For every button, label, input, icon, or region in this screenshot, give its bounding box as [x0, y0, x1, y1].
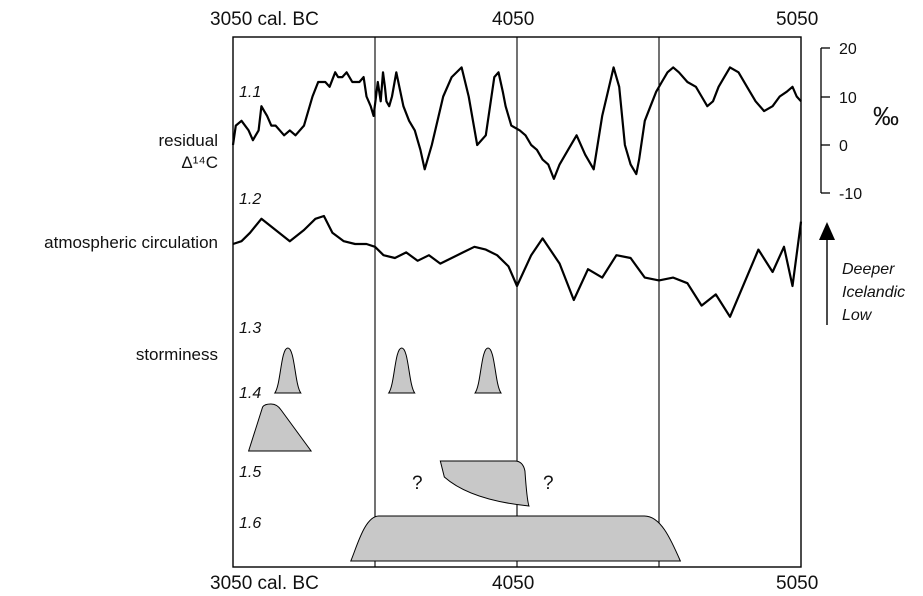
x-tick-top-4050: 4050 — [492, 9, 534, 30]
arrow-label-line1: Deeper — [842, 261, 895, 278]
residual-c14-line — [231, 66, 802, 180]
question-mark-left: ? — [412, 473, 423, 494]
right-axis — [820, 47, 830, 194]
right-tick-20: 20 — [839, 41, 857, 58]
panel-label-1-2: 1.2 — [239, 191, 261, 208]
panel-label-1-3: 1.3 — [239, 320, 261, 337]
storm-interval-1-5 — [439, 460, 530, 507]
x-tick-top-5050: 5050 — [776, 9, 818, 30]
x-tick-top-3050: 3050 cal. BC — [210, 9, 319, 30]
right-tick-0: 0 — [839, 138, 848, 155]
storm-interval-1-6 — [350, 515, 682, 562]
arrow-label-line2: Icelandic — [842, 284, 905, 301]
panel-label-1-6: 1.6 — [239, 515, 261, 532]
panel-label-1-4: 1.4 — [239, 385, 261, 402]
storm-peak-2 — [387, 347, 416, 394]
row-label-atmospheric: atmospheric circulation — [44, 233, 218, 252]
x-tick-bottom-4050: 4050 — [492, 573, 534, 594]
question-mark-right: ? — [543, 473, 554, 494]
panel-label-1-5: 1.5 — [239, 464, 261, 481]
panel-label-1-1: 1.1 — [239, 84, 261, 101]
storm-interval-1-4 — [247, 403, 313, 452]
row-label-residual: residual — [158, 131, 218, 150]
storm-peak-1 — [273, 347, 302, 394]
arrow-label-line3: Low — [842, 307, 873, 324]
atmospheric-circulation-line — [232, 214, 803, 318]
storm-peak-3 — [474, 347, 503, 394]
row-label-delta14c: Δ¹⁴C — [181, 153, 218, 172]
x-tick-bottom-3050: 3050 cal. BC — [210, 573, 319, 594]
x-tick-bottom-5050: 5050 — [776, 573, 818, 594]
right-tick-10: 10 — [839, 90, 857, 107]
right-tick-m10: -10 — [839, 186, 862, 203]
deeper-low-arrow — [819, 222, 835, 325]
row-label-storminess: storminess — [136, 345, 218, 364]
per-mil-unit: ‰ — [873, 101, 899, 131]
